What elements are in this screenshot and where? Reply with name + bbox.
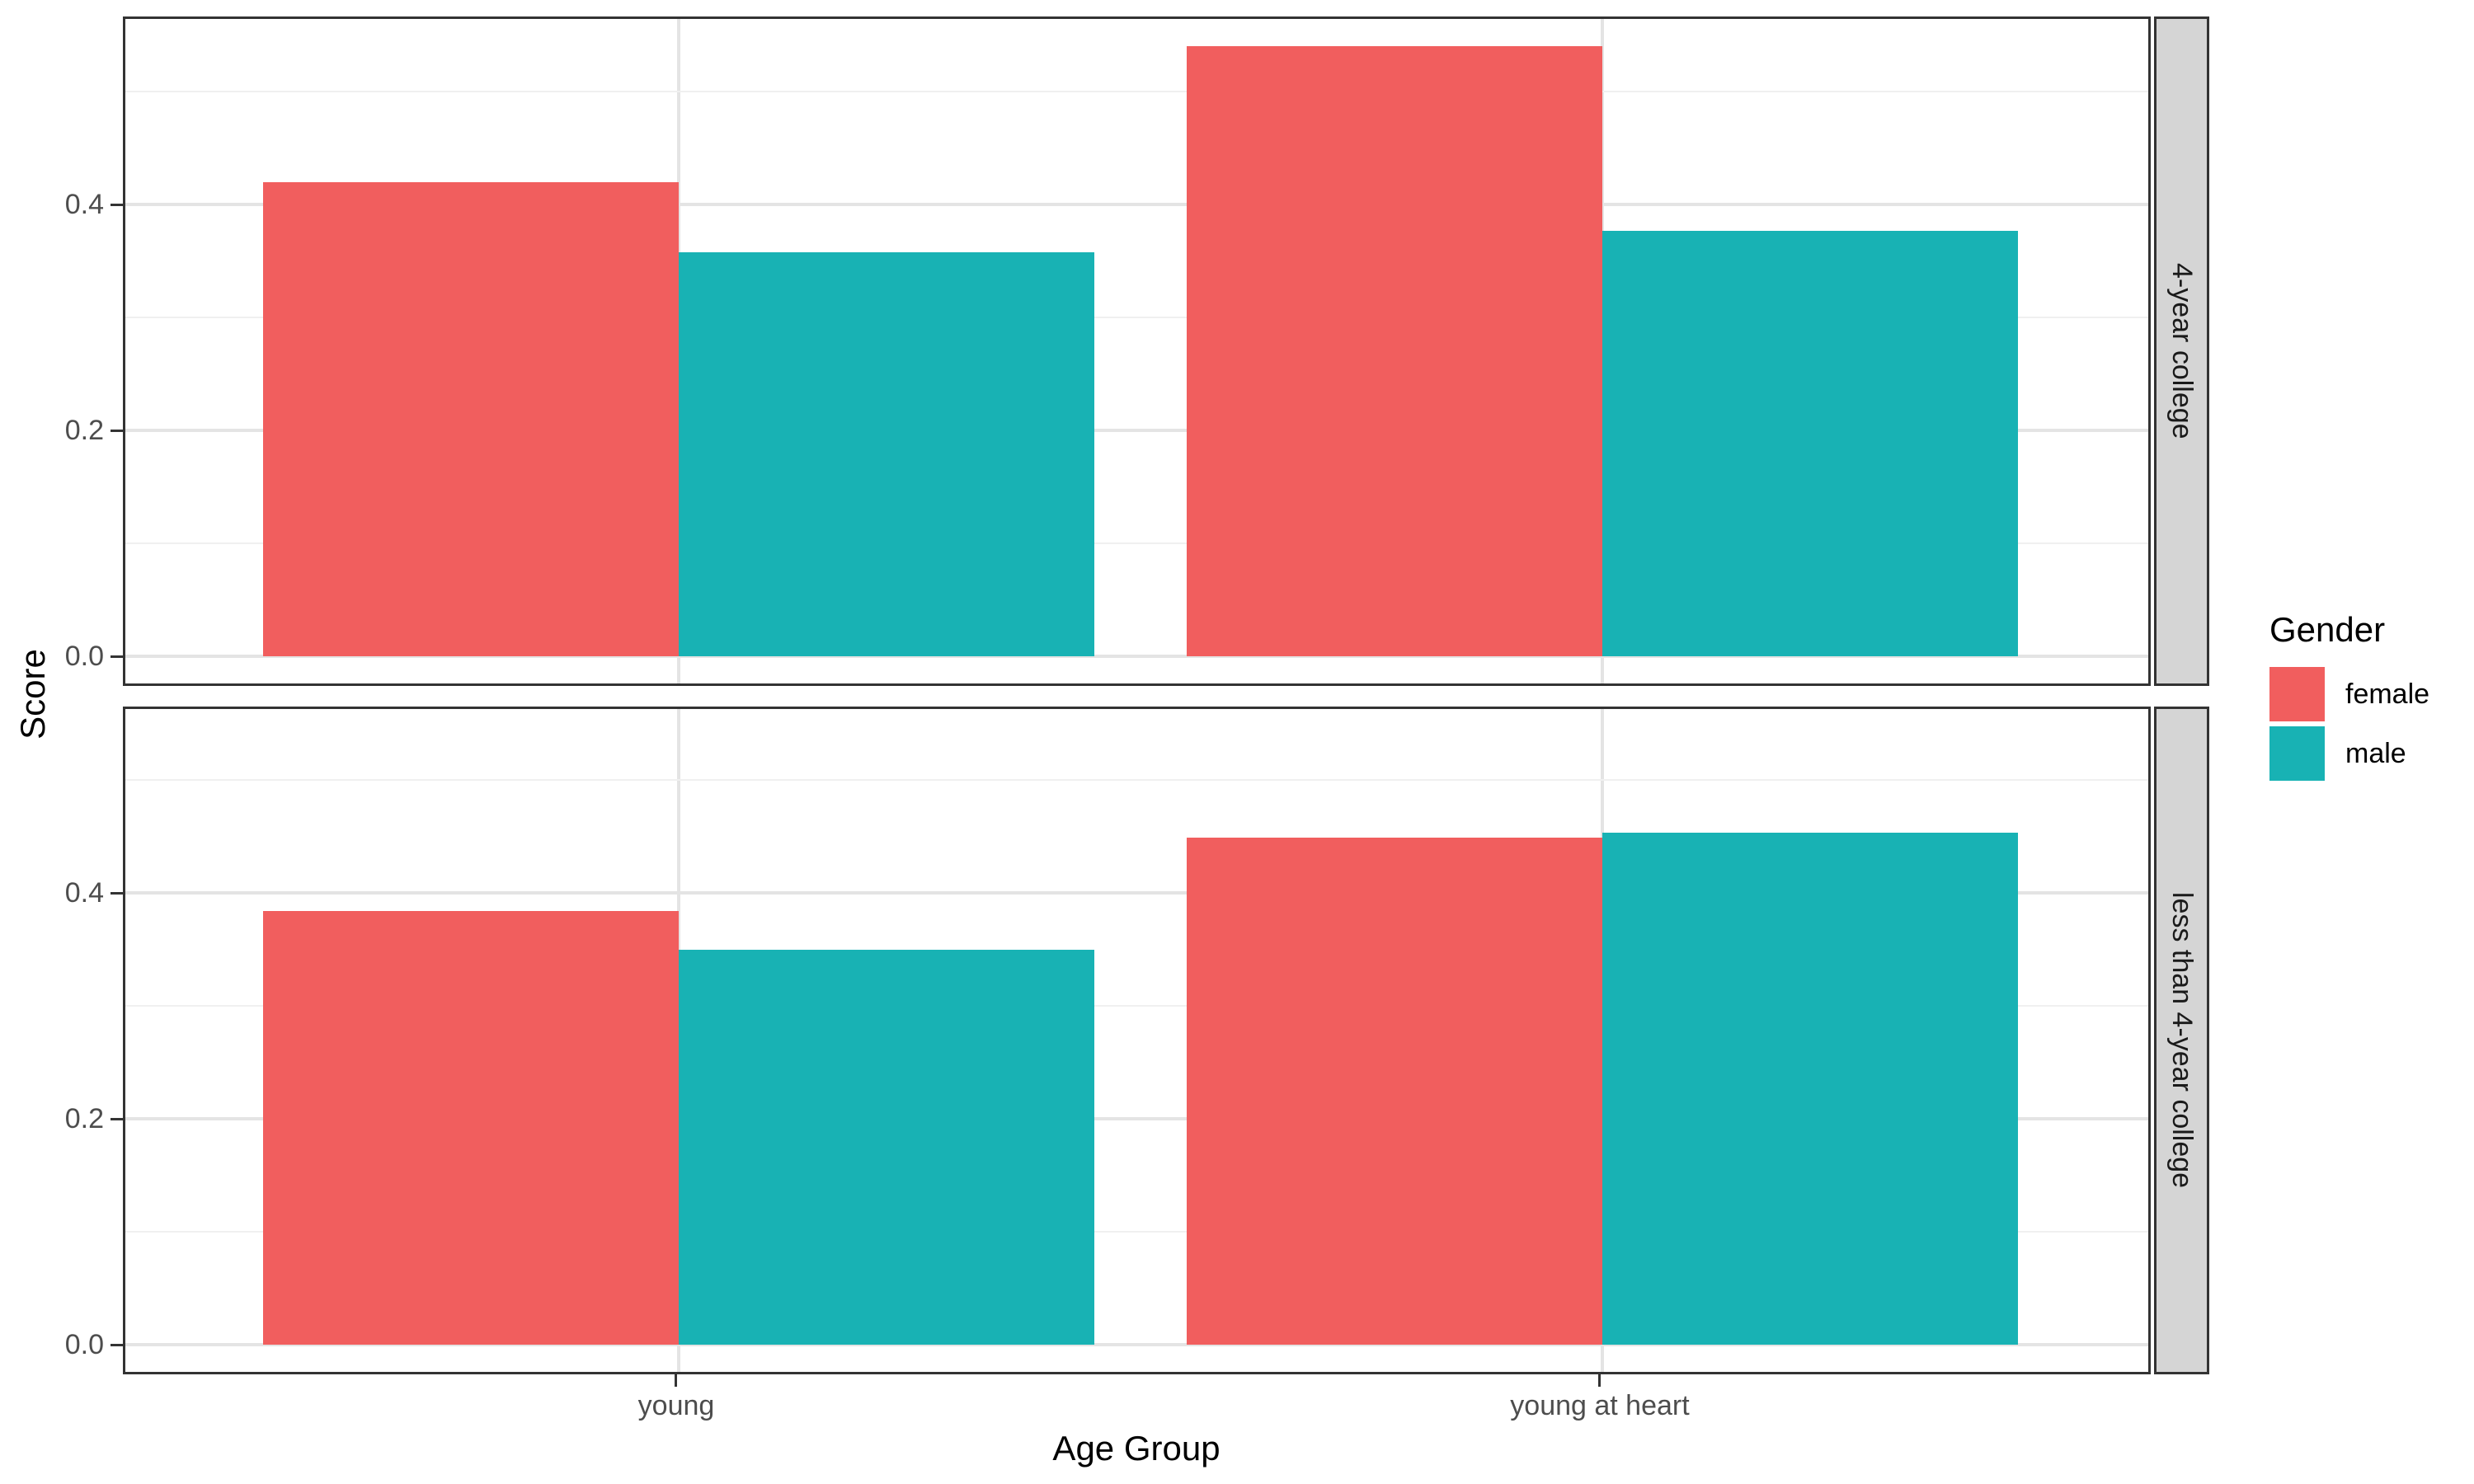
major-gridline-0.2 xyxy=(125,429,2148,432)
legend-label-male: male xyxy=(2345,738,2406,769)
minor-gridline-0.3 xyxy=(125,1005,2148,1007)
facet-panel-4-year-college xyxy=(123,16,2151,686)
facet-strip-top-label: 4-year college xyxy=(2166,263,2198,439)
major-gridline-0 xyxy=(125,1343,2148,1346)
x-tick-young xyxy=(675,1374,677,1387)
y-tick-mark-panel2-0.2 xyxy=(111,1118,123,1120)
x-category-label-young-at-heart: young at heart xyxy=(1510,1390,1690,1421)
minor-gridline-0.1 xyxy=(125,1231,2148,1233)
y-tick-label-panel1-0.0: 0.0 xyxy=(64,641,104,672)
y-tick-mark-panel2-0.0 xyxy=(111,1344,123,1346)
legend-swatch-male xyxy=(2269,726,2325,781)
minor-gridline-0.5 xyxy=(125,91,2148,92)
bar-female-young-at-heart xyxy=(1187,46,1602,656)
y-tick-label-panel2-0.0: 0.0 xyxy=(64,1329,104,1360)
y-tick-mark-panel1-0.2 xyxy=(111,430,123,432)
bar-female-young-at-heart xyxy=(1187,838,1602,1345)
bar-male-young-at-heart xyxy=(1602,231,2018,656)
facet-panel-less-than-4-year-college xyxy=(123,707,2151,1374)
major-gridline-0.2 xyxy=(125,1117,2148,1120)
y-tick-label-panel1-0.2: 0.2 xyxy=(64,415,104,446)
major-gridline-0.4 xyxy=(125,203,2148,206)
y-tick-label-panel2-0.2: 0.2 xyxy=(64,1103,104,1134)
y-axis-title: Score xyxy=(13,649,52,740)
minor-gridline-0.3 xyxy=(125,317,2148,318)
facet-strip-bottom: less than 4-year college xyxy=(2154,707,2209,1374)
bar-female-young xyxy=(263,182,679,656)
y-tick-label-panel1-0.4: 0.4 xyxy=(64,189,104,220)
bar-male-young xyxy=(679,950,1094,1345)
x-axis-title: Age Group xyxy=(1052,1429,1221,1468)
y-tick-mark-panel1-0.0 xyxy=(111,655,123,658)
bar-female-young xyxy=(263,911,679,1345)
bar-male-young xyxy=(679,252,1094,656)
y-tick-mark-panel2-0.4 xyxy=(111,892,123,895)
y-tick-label-panel2-0.4: 0.4 xyxy=(64,877,104,909)
facet-strip-bottom-label: less than 4-year college xyxy=(2166,892,2198,1189)
bar-male-young-at-heart xyxy=(1602,833,2018,1345)
facet-strip-top: 4-year college xyxy=(2154,16,2209,686)
major-gridline-0 xyxy=(125,655,2148,658)
minor-gridline-0.1 xyxy=(125,542,2148,544)
y-tick-mark-panel1-0.4 xyxy=(111,204,123,206)
legend-swatch-female xyxy=(2269,667,2325,721)
legend-label-female: female xyxy=(2345,679,2430,710)
minor-gridline-0.5 xyxy=(125,779,2148,781)
x-category-label-young: young xyxy=(637,1390,715,1421)
x-tick-young-at-heart xyxy=(1598,1374,1601,1387)
major-gridline-0.4 xyxy=(125,891,2148,895)
legend-title: Gender xyxy=(2269,610,2386,649)
